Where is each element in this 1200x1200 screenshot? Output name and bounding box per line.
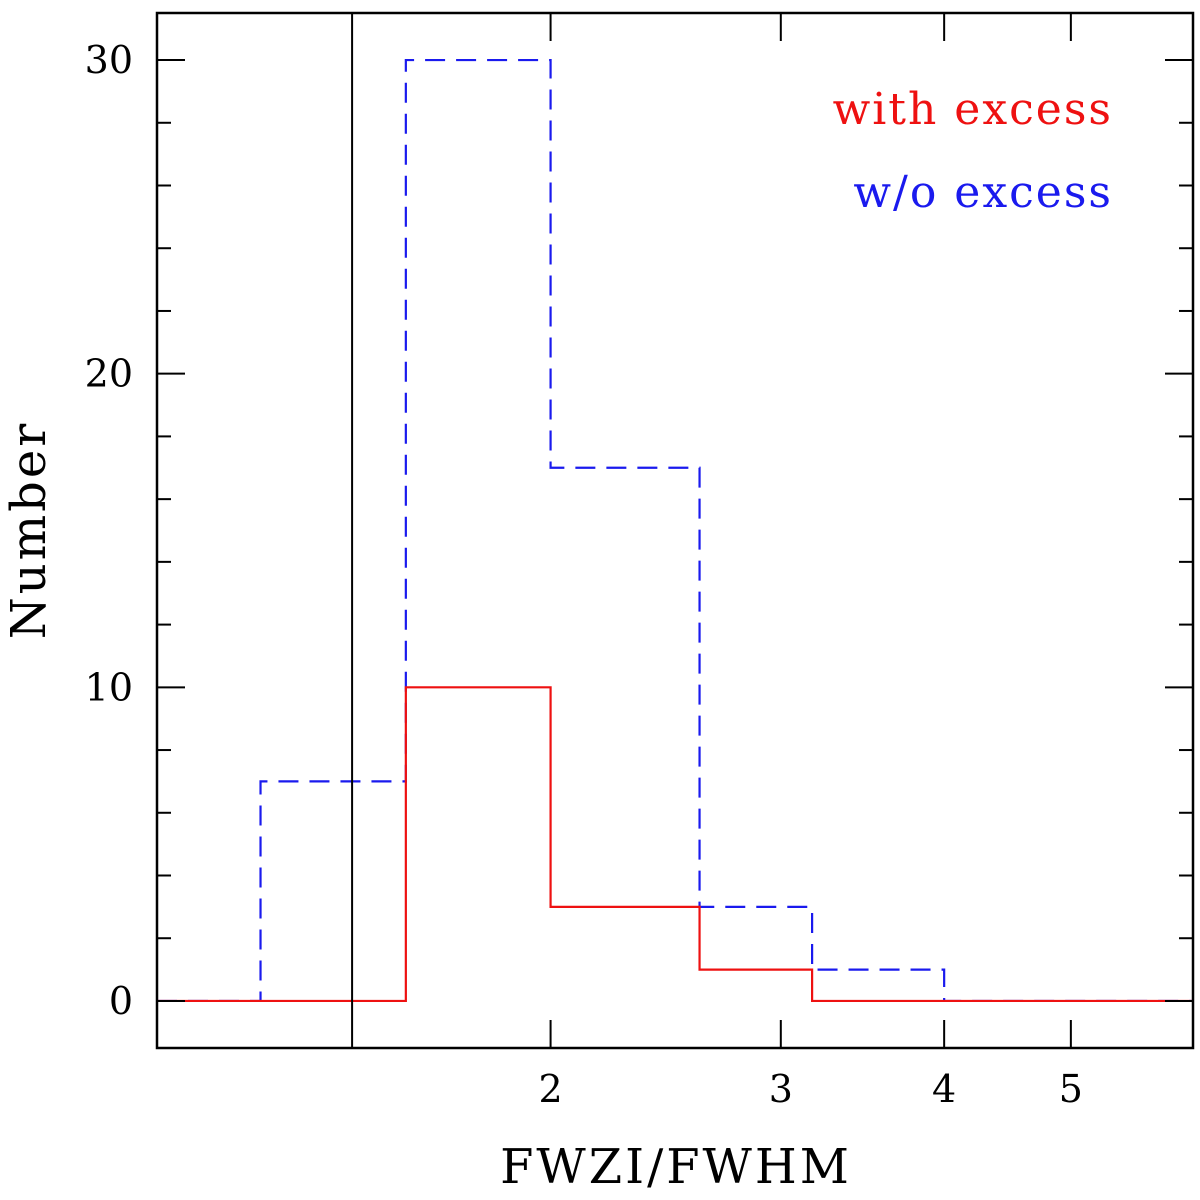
y-axis-title: Number <box>1 421 57 640</box>
x-axis-title: FWZI/FWHM <box>500 1139 852 1195</box>
bar-w-o-excess-bin-4 <box>700 907 813 1001</box>
legend-without-excess: w/o excess <box>853 167 1113 218</box>
y-tick-label: 30 <box>85 38 133 82</box>
series-with-excess-line <box>157 686 1193 1003</box>
y-tick-label: 20 <box>85 352 133 396</box>
bar-w-o-excess-bin-3 <box>551 468 700 1001</box>
legend-with-excess: with excess <box>833 84 1113 135</box>
bar-w-o-excess-bin-5 <box>812 970 944 1001</box>
bar-w-o-excess-bin-1 <box>261 781 406 1001</box>
y-tick-label: 0 <box>109 979 133 1023</box>
bar-with-excess-bin-2 <box>406 687 551 1001</box>
y-tick-label: 10 <box>85 665 133 709</box>
histogram-series <box>157 58 1193 1003</box>
bar-with-excess-bin-3 <box>551 907 700 1001</box>
bar-with-excess-bin-4 <box>700 970 813 1001</box>
x-tick-labels: 2 3 4 5 <box>538 1067 1082 1111</box>
x-tick-label: 3 <box>769 1067 793 1111</box>
x-tick-label: 2 <box>538 1067 562 1111</box>
axis-ticks <box>157 13 1193 1048</box>
y-tick-labels: 0 10 20 30 <box>85 38 133 1023</box>
bar-w-o-excess-bin-2 <box>406 60 551 1001</box>
plot-frame <box>155 11 1195 1050</box>
x-tick-label: 4 <box>932 1067 956 1111</box>
x-tick-label: 5 <box>1059 1067 1083 1111</box>
series-w-o-excess-line <box>157 58 1193 1003</box>
